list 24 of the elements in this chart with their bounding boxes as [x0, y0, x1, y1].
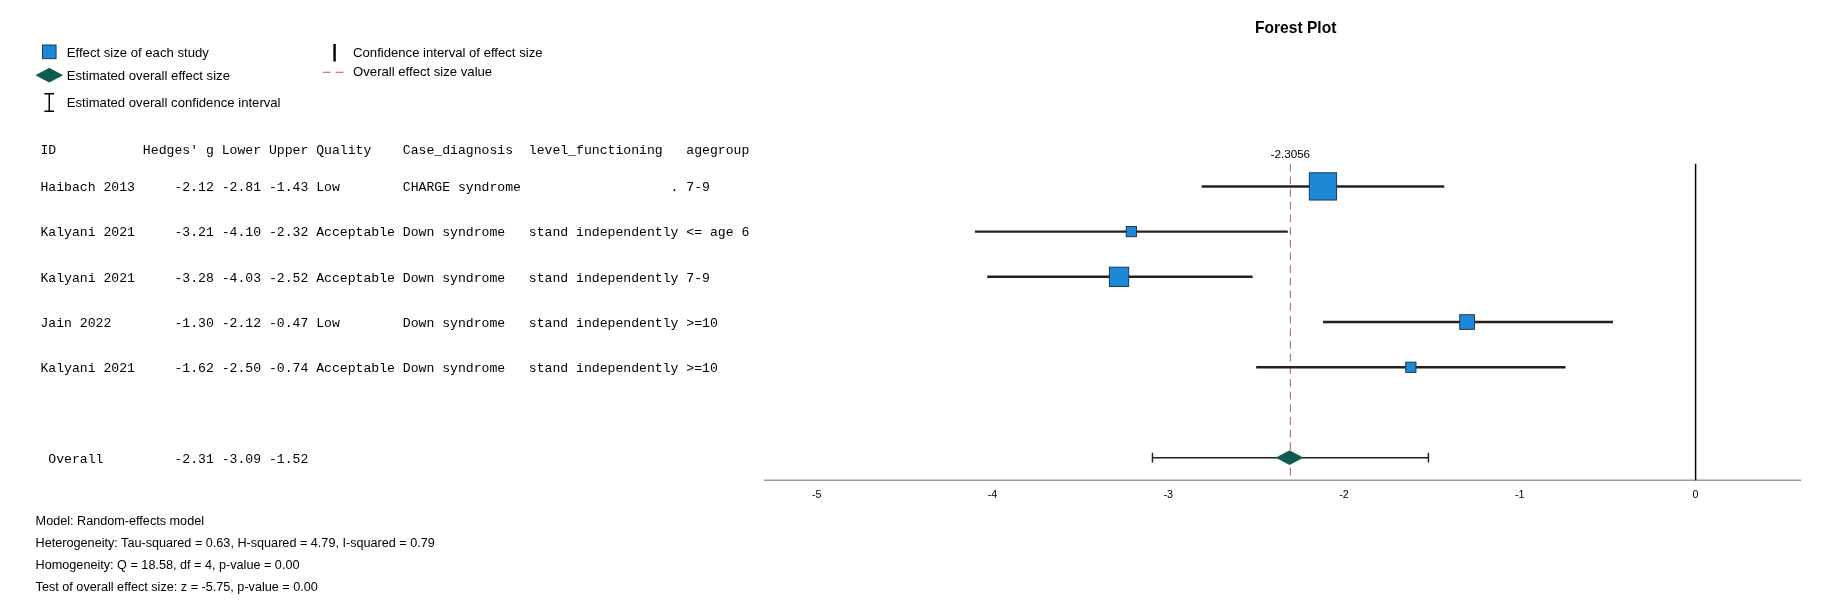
text: Heterogeneity: Tau-squared = 0.63, H-squared = 4.79, I-squared = 0.79 — [35, 535, 435, 550]
text: Kalyani 2021 -3.28 -4.03 -2.52 Acceptable Down syndrome stand independently 7-9 — [40, 270, 710, 286]
x-tick-label: -3 — [1163, 487, 1174, 500]
text: Homogeneity: Q = 18.58, df = 4, p-value = 0.00 — [35, 557, 300, 572]
x-tick-label: -4 — [987, 487, 998, 500]
text: Jain 2022 -1.30 -2.12 -0.47 Low Down syndrome stand independently >=10 — [40, 315, 718, 331]
text: Overall effect size value — [353, 64, 493, 80]
x-tick-label: -2 — [1339, 487, 1349, 500]
legend-label: Estimated overall effect size — [66, 68, 230, 84]
text: Confidence interval of effect size — [353, 44, 543, 60]
chart-title: Forest Plot — [1255, 19, 1337, 37]
x-tick-label: -1 — [1515, 487, 1525, 500]
text: Kalyani 2021 -1.62 -2.50 -0.74 Acceptable Down syndrome stand independently >=10 — [40, 361, 718, 377]
text: ID Hedges' g Lower Upper Quality Case_diagnosis level_functioning agegroup — [40, 143, 750, 159]
text: Test of overall effect size: z = -5.75, p-value = 0.00 — [35, 579, 318, 594]
text: Haibach 2013 -2.12 -2.81 -1.43 Low CHARGE syndrome . 7-9 — [40, 180, 710, 196]
text: Model: Random-effects model — [35, 514, 205, 529]
x-tick-label: 0 — [1692, 487, 1699, 500]
text: Kalyani 2021 -3.21 -4.10 -2.32 Acceptable Down syndrome stand independently <= age 6 — [40, 225, 750, 241]
text: Estimated overall confidence interval — [66, 95, 281, 111]
legend-label: Effect size of each study — [66, 44, 210, 60]
x-tick-label: -5 — [811, 487, 822, 500]
ref-line-label: -2.3056 — [1270, 146, 1311, 160]
text: Overall -2.31 -3.09 -1.52 — [40, 451, 309, 467]
